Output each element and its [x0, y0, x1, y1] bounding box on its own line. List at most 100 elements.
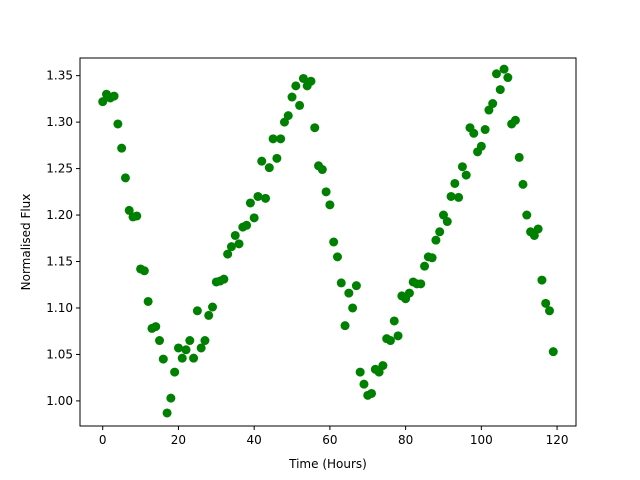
data-point — [272, 153, 282, 163]
data-point — [385, 336, 395, 346]
data-point — [200, 336, 210, 346]
data-point — [268, 134, 278, 144]
data-point — [317, 165, 327, 175]
y-tick-label: 1.30 — [46, 115, 73, 129]
data-point — [166, 393, 176, 403]
data-point — [219, 274, 229, 284]
y-axis-ticks: 1.00 1.05 1.10 1.15 1.20 1.25 1.30 1.35 — [46, 69, 80, 408]
data-point — [295, 100, 305, 110]
plot-frame — [79, 57, 577, 427]
data-point — [208, 302, 218, 312]
data-point — [98, 97, 108, 107]
y-tick-label: 1.35 — [46, 69, 73, 83]
data-point — [488, 99, 498, 109]
data-point — [287, 92, 297, 102]
data-point — [431, 235, 441, 245]
data-point — [298, 73, 308, 83]
data-point — [359, 379, 369, 389]
data-point — [177, 353, 187, 363]
data-point — [461, 170, 471, 180]
data-point — [529, 230, 539, 240]
data-point — [139, 266, 149, 276]
data-point — [541, 298, 551, 308]
data-point — [124, 205, 134, 215]
x-tick-label: 0 — [99, 433, 107, 447]
x-tick-label: 60 — [322, 433, 337, 447]
x-tick-label: 20 — [171, 433, 186, 447]
y-axis-label: Normalised Flux — [19, 194, 33, 291]
data-point — [329, 237, 339, 247]
data-point — [548, 347, 558, 357]
data-point — [279, 117, 289, 127]
y-tick-label: 1.10 — [46, 301, 73, 315]
data-point — [132, 211, 142, 221]
data-point — [446, 191, 456, 201]
data-point — [514, 152, 524, 162]
data-point — [420, 261, 430, 271]
data-points — [98, 64, 558, 418]
y-tick-label: 1.05 — [46, 347, 73, 361]
data-point — [454, 192, 464, 202]
data-point — [533, 224, 543, 234]
data-point — [518, 179, 528, 189]
data-point — [181, 345, 191, 355]
data-point — [113, 119, 123, 129]
data-point — [416, 279, 426, 289]
data-point — [249, 213, 259, 223]
data-point — [192, 306, 202, 316]
data-point — [537, 275, 547, 285]
data-point — [155, 336, 165, 346]
data-point — [185, 336, 195, 346]
y-tick-label: 1.00 — [46, 394, 73, 408]
data-point — [457, 162, 467, 172]
data-point — [348, 303, 358, 313]
data-point — [545, 306, 554, 316]
data-point — [325, 200, 335, 210]
data-point — [480, 125, 490, 135]
data-point — [321, 187, 331, 197]
data-point — [450, 178, 460, 188]
data-point — [351, 281, 361, 291]
x-tick-label: 40 — [247, 433, 262, 447]
data-point — [162, 408, 172, 418]
data-point — [117, 143, 127, 153]
data-point — [336, 278, 346, 288]
y-tick-label: 1.25 — [46, 162, 73, 176]
data-point — [522, 210, 532, 220]
data-point — [469, 128, 479, 138]
data-point — [242, 220, 252, 230]
data-point — [367, 388, 377, 398]
y-tick-label: 1.15 — [46, 255, 73, 269]
data-point — [261, 193, 271, 203]
data-point — [378, 361, 388, 371]
data-point — [173, 343, 183, 353]
data-point — [476, 141, 486, 151]
x-axis-ticks: 0 20 40 60 80 100 120 — [99, 426, 569, 447]
data-point — [226, 242, 236, 252]
x-tick-label: 100 — [470, 433, 493, 447]
data-point — [276, 134, 286, 144]
x-tick-label: 80 — [398, 433, 413, 447]
data-point — [332, 252, 342, 262]
data-point — [204, 310, 214, 320]
data-point — [495, 85, 505, 95]
data-point — [143, 296, 153, 306]
data-point — [196, 343, 206, 353]
data-point — [189, 353, 199, 363]
data-point — [223, 249, 233, 259]
data-point — [374, 367, 384, 377]
data-point — [257, 156, 267, 166]
data-point — [245, 198, 255, 208]
data-point — [484, 105, 494, 115]
data-point — [234, 239, 244, 249]
data-point — [120, 173, 130, 183]
data-point — [306, 76, 316, 86]
data-point — [264, 163, 274, 173]
data-point — [442, 217, 452, 227]
data-point — [151, 322, 161, 332]
data-point — [283, 111, 293, 121]
data-point — [393, 331, 403, 341]
data-point — [404, 288, 414, 298]
